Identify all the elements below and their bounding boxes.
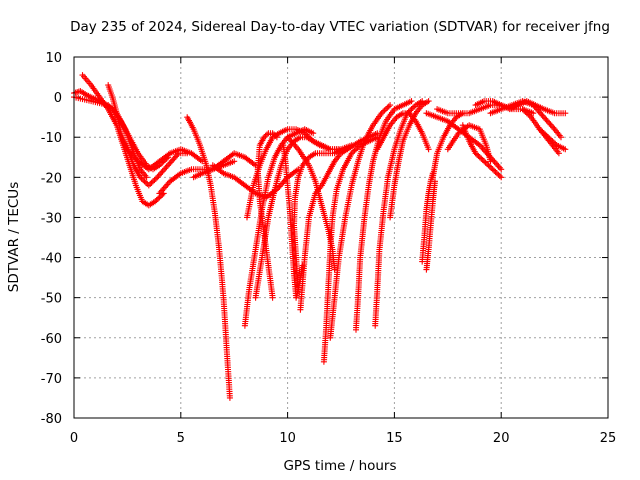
x-tick-labels: 0 5 10 15 20 25 [70,431,616,446]
series-arc10 [241,126,317,329]
series-arc32 [487,98,564,141]
series-arc24 [419,170,436,265]
x-tick-label: 10 [279,431,296,446]
y-tick-label: -10 [41,131,62,146]
point-markers [487,98,564,141]
y-tick-label: -70 [41,372,62,387]
series-arc12 [252,134,355,301]
series-arc20 [353,98,415,333]
point-markers [284,134,338,273]
point-markers [252,134,355,301]
point-markers [353,98,415,333]
point-markers [184,114,233,401]
point-markers [419,170,436,265]
y-tick-label: -60 [41,332,62,347]
point-markers [372,98,426,329]
x-axis-label: GPS time / hours [283,458,396,474]
point-markers [327,102,394,341]
point-markers [374,110,432,153]
y-tick-label: -30 [41,211,62,226]
x-tick-label: 0 [70,431,78,446]
y-axis-label: SDTVAR / TECUs [6,182,22,292]
y-tick-labels: 10 0 -10 -20 -30 -40 -50 -60 -70 -80 [41,51,62,427]
point-markers [459,122,505,181]
series-arc18 [320,134,381,365]
series-arc7 [184,114,233,401]
series-arc21 [372,98,426,329]
chart-title: Day 235 of 2024, Sidereal Day-to-day VTE… [70,19,610,35]
x-tick-label: 5 [177,431,185,446]
point-markers [320,134,381,365]
y-tick-label: 0 [54,91,62,106]
plot-frame [73,56,609,419]
y-tick-label: -50 [41,292,62,307]
data-series [71,72,569,401]
point-markers [291,146,344,293]
point-markers [423,178,438,273]
point-markers [254,130,280,301]
series-arc19 [327,102,394,341]
series-arc25 [423,178,438,273]
series-arc17 [284,134,338,273]
series-arc30 [459,122,505,181]
series-arc13 [254,130,280,301]
y-tick-label: -80 [41,412,62,427]
point-markers [536,126,562,157]
x-tick-label: 15 [386,431,403,446]
series-arc5 [118,134,206,173]
x-tick-label: 25 [600,431,617,446]
series-arc34 [536,126,562,157]
point-markers [118,134,206,173]
series-arc15 [291,146,344,293]
point-markers [241,126,317,329]
y-tick-label: -20 [41,171,62,186]
y-tick-label: 10 [45,51,62,66]
series-arc23 [374,110,432,153]
x-tick-label: 20 [493,431,510,446]
y-tick-label: -40 [41,252,62,267]
